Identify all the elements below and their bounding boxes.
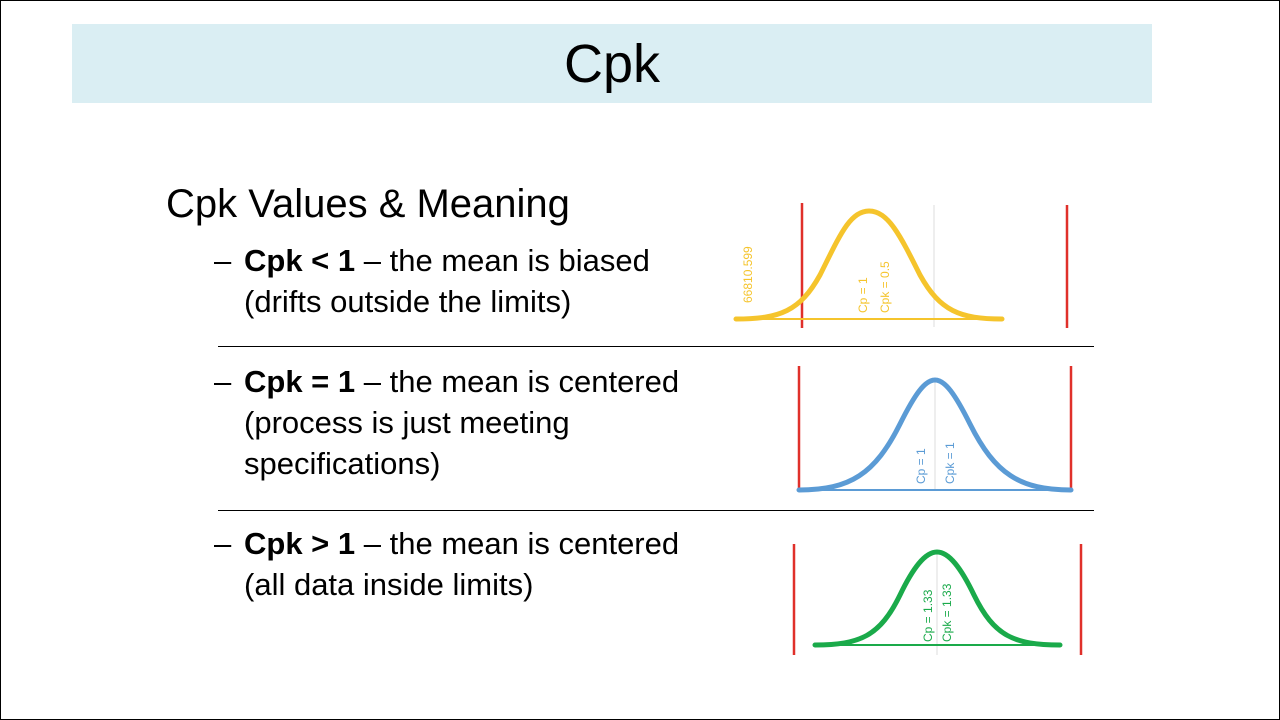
- title-bar: Cpk: [72, 24, 1152, 103]
- curve-label: Cpk = 1.33: [940, 583, 954, 642]
- bullet-cpk-greater-than-1: – Cpk > 1 – the mean is centered (all da…: [214, 523, 724, 605]
- curve-label: Cp = 1: [856, 277, 870, 313]
- curve-label: Cpk = 1: [943, 442, 957, 484]
- bell-curve: [812, 549, 1063, 648]
- bullet-text: – the mean is centered (process is just …: [244, 364, 680, 481]
- bullet-term: Cpk < 1: [244, 243, 356, 278]
- normal-curve-yellow: 66810.599 Cp = 1 Cpk = 0.5: [733, 203, 1069, 328]
- bullet-dash: –: [214, 243, 232, 278]
- curve-label: 66810.599: [741, 246, 755, 303]
- bullet-term: Cpk = 1: [244, 364, 356, 399]
- bullet-term: Cpk > 1: [244, 526, 356, 561]
- curve-label: Cpk = 0.5: [878, 261, 892, 313]
- section-heading: Cpk Values & Meaning: [166, 182, 570, 226]
- slide-title: Cpk: [563, 33, 661, 94]
- bullet-dash: –: [214, 526, 232, 561]
- normal-curve-green: Cp = 1.33 Cpk = 1.33: [792, 544, 1083, 655]
- bullet-text: – the mean is biased (drifts outside the…: [244, 243, 650, 319]
- separator-line: [218, 346, 1094, 347]
- bell-curve: [796, 377, 1074, 493]
- bullet-text: – the mean is centered (all data inside …: [244, 526, 680, 602]
- bullet-cpk-less-than-1: – Cpk < 1 – the mean is biased (drifts o…: [214, 240, 724, 322]
- bullet-cpk-equals-1: – Cpk = 1 – the mean is centered (proces…: [214, 361, 724, 484]
- curve-label: Cp = 1.33: [921, 589, 935, 642]
- bullet-dash: –: [214, 364, 232, 399]
- separator-line: [218, 510, 1094, 511]
- bell-curve: [733, 208, 1005, 322]
- normal-curve-blue: Cp = 1 Cpk = 1: [796, 366, 1074, 493]
- curve-label: Cp = 1: [914, 448, 928, 484]
